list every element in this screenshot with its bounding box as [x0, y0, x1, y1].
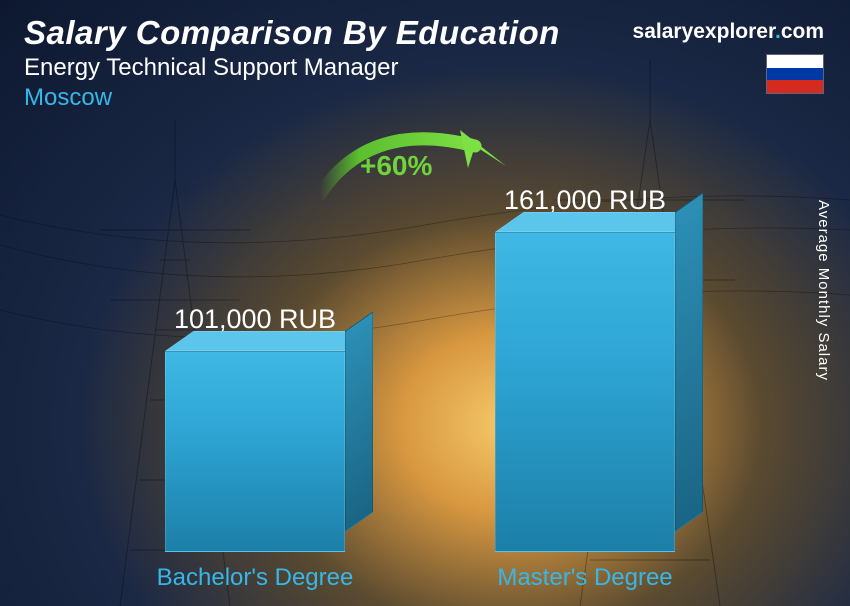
category-label-1: Master's Degree [455, 564, 715, 592]
brand-logo: salaryexplorer.com [633, 20, 824, 44]
yaxis-label: Average Monthly Salary [815, 200, 832, 381]
flag-stripe-2 [767, 68, 823, 81]
bar-top-0 [165, 331, 374, 351]
flag-stripe-1 [767, 55, 823, 68]
bar-side-1 [675, 192, 703, 532]
bar-side-0 [345, 311, 373, 532]
category-label-0: Bachelor's Degree [125, 564, 385, 592]
bar-3d-0 [165, 351, 345, 552]
brand-pre: salaryexplorer [633, 20, 775, 43]
bar-top-1 [495, 212, 704, 232]
bars-container: 101,000 RUB 161,000 RUB [90, 162, 750, 552]
bar-front-0 [165, 351, 345, 552]
flag-stripe-3 [767, 80, 823, 93]
bar-group-0: 101,000 RUB [125, 304, 385, 552]
bar-group-1: 161,000 RUB [455, 185, 715, 552]
category-labels: Bachelor's Degree Master's Degree [90, 564, 750, 592]
chart-area: 101,000 RUB 161,000 RUB Bachelor's Degre… [0, 112, 790, 592]
flag-russia [766, 54, 824, 94]
bar-front-1 [495, 232, 675, 552]
title-location: Moscow [24, 84, 826, 112]
bar-3d-1 [495, 232, 675, 552]
title-subtitle: Energy Technical Support Manager [24, 54, 826, 82]
brand-post: com [781, 20, 824, 43]
